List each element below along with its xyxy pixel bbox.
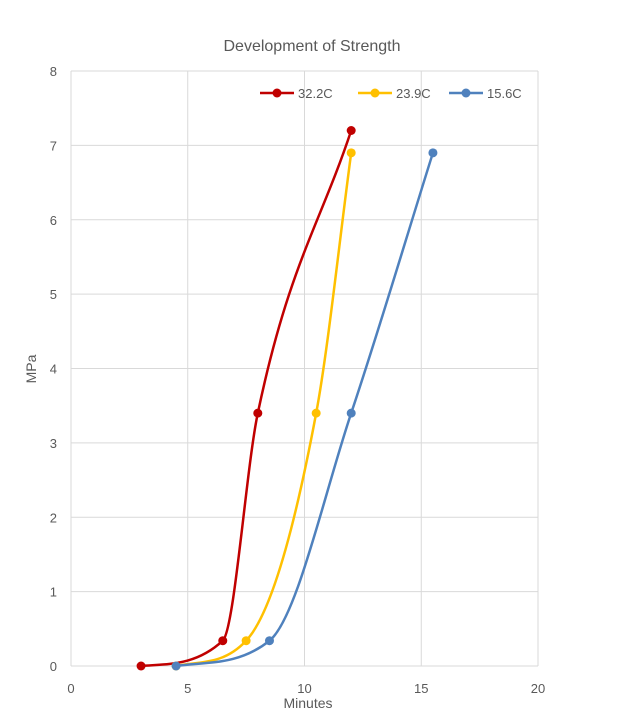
labels-layer: 0 1 2 3 4 5 6 7 8 0 5 10 15 20 [50, 64, 545, 696]
data-point-32-2c [136, 661, 146, 671]
x-tick-label: 10 [297, 681, 311, 696]
data-point-32-2c [253, 408, 263, 418]
y-tick-label: 0 [50, 659, 57, 674]
data-point-15-6c [428, 148, 438, 158]
series-line-23-9c [175, 152, 353, 668]
y-tick-label: 5 [50, 287, 57, 302]
legend-label-32-2c: 32.2C [298, 86, 333, 101]
y-tick-label: 2 [50, 510, 57, 525]
x-tick-label: 20 [531, 681, 545, 696]
data-point-32-2c [218, 636, 228, 646]
y-tick-label: 7 [50, 138, 57, 153]
grid-layer [70, 70, 539, 667]
x-tick-label: 15 [414, 681, 428, 696]
y-tick-label: 3 [50, 436, 57, 451]
series-line-32-2c [140, 130, 353, 668]
data-point-23-9c [241, 636, 251, 646]
data-point-32-2c [346, 126, 356, 135]
y-tick-label: 4 [50, 362, 57, 377]
data-point-23-9c [346, 148, 356, 158]
legend: 32.2C 23.9C 15.6C [260, 86, 522, 101]
series-line-15-6c [175, 152, 435, 668]
legend-marker-23-9c [370, 88, 380, 98]
data-point-15-6c [346, 408, 356, 418]
x-tick-label: 0 [67, 681, 74, 696]
data-point-15-6c [264, 636, 274, 646]
data-point-23-9c [311, 408, 321, 418]
x-tick-label: 5 [184, 681, 191, 696]
y-tick-label: 6 [50, 213, 57, 228]
y-axis-label: MPa [23, 354, 39, 383]
legend-label-15-6c: 15.6C [487, 86, 522, 101]
legend-marker-32-2c [272, 88, 282, 98]
data-point-15-6c [171, 661, 181, 671]
x-axis-label: Minutes [283, 695, 332, 711]
series-layer [136, 126, 438, 671]
y-tick-label: 8 [50, 64, 57, 79]
y-tick-label: 1 [50, 585, 57, 600]
legend-marker-15-6c [461, 88, 471, 98]
legend-label-23-9c: 23.9C [396, 86, 431, 101]
chart-title: Development of Strength [224, 38, 401, 55]
